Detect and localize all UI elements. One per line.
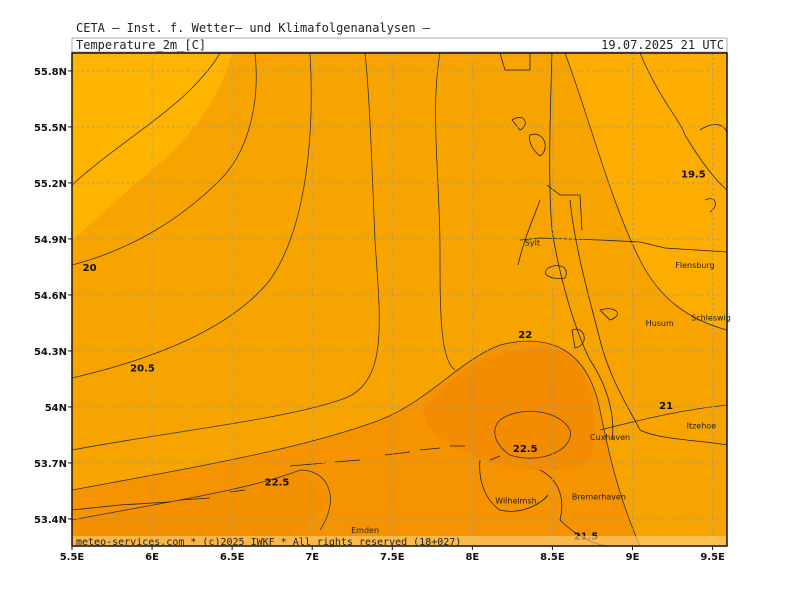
contour-label: 22.5 bbox=[265, 478, 290, 489]
place-label: Wilhelmsh. bbox=[495, 496, 539, 505]
header-bar bbox=[71, 37, 728, 53]
valid-time: 19.07.2025 21 UTC bbox=[601, 38, 724, 52]
header-title: CETA — Inst. f. Wetter— und Klimafolgena… bbox=[76, 21, 431, 35]
place-label: Sylt bbox=[525, 239, 540, 248]
contour-label: 22 bbox=[518, 330, 532, 341]
y-tick-label: 54N bbox=[45, 403, 67, 414]
field-cool bbox=[565, 53, 727, 330]
y-tick-label: 55.2N bbox=[34, 179, 67, 190]
place-label: Schleswig bbox=[691, 313, 731, 322]
y-tick-label: 55.5N bbox=[34, 123, 67, 134]
place-label: Husum bbox=[646, 319, 674, 328]
place-label: Flensburg bbox=[675, 261, 714, 270]
y-tick-label: 54.9N bbox=[34, 235, 67, 246]
x-tick-label: 9.5E bbox=[700, 552, 725, 563]
field-hot bbox=[424, 348, 595, 471]
x-tick-label: 6E bbox=[145, 552, 159, 563]
x-tick-label: 7.5E bbox=[380, 552, 405, 563]
contour-label: 22.5 bbox=[513, 444, 538, 455]
y-tick-label: 53.4N bbox=[34, 515, 67, 526]
place-label: Bremerhaven bbox=[572, 493, 626, 502]
place-label: Cuxhaven bbox=[590, 433, 630, 442]
footer-strip bbox=[72, 536, 727, 546]
copyright: meteo-services.com * (c)2025 IWKF * All … bbox=[76, 537, 461, 548]
map-area bbox=[72, 53, 727, 546]
contour-label: 20 bbox=[83, 263, 97, 274]
contour-label: 21 bbox=[659, 401, 673, 412]
x-tick-label: 7E bbox=[305, 552, 319, 563]
y-tick-label: 54.3N bbox=[34, 347, 67, 358]
x-tick-label: 6.5E bbox=[220, 552, 245, 563]
contour-label: 20.5 bbox=[130, 364, 155, 375]
graticule bbox=[71, 53, 727, 546]
place-label: Itzehoe bbox=[687, 422, 717, 431]
field-warm bbox=[72, 470, 330, 546]
map-frame bbox=[71, 52, 728, 547]
y-tick-label: 55.8N bbox=[34, 67, 67, 78]
x-tick-label: 8E bbox=[465, 552, 479, 563]
y-tick-label: 54.6N bbox=[34, 291, 67, 302]
x-tick-label: 9E bbox=[626, 552, 640, 563]
contour-label: 19.5 bbox=[681, 170, 706, 181]
x-tick-label: 8.5E bbox=[540, 552, 565, 563]
place-label: Emden bbox=[351, 526, 379, 535]
x-tick-label: 5.5E bbox=[60, 552, 85, 563]
y-tick-label: 53.7N bbox=[34, 459, 67, 470]
field-cool bbox=[72, 53, 232, 240]
axes: 5.5E 6E 6.5E 7E 7.5E 8E 8.5E 9E 9.5E 53.4N 53.7N 54… bbox=[34, 67, 725, 563]
field-name: Temperature_2m_[C] bbox=[76, 38, 206, 52]
